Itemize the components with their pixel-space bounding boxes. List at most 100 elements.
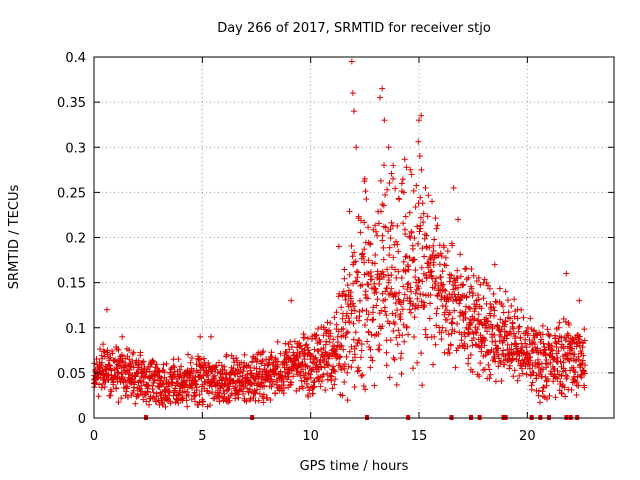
data-point (149, 382, 156, 389)
data-point (240, 364, 247, 371)
data-point (407, 284, 414, 291)
data-point (121, 376, 128, 383)
data-point (543, 395, 550, 402)
data-point (438, 253, 445, 260)
data-point (219, 374, 226, 381)
data-point (405, 280, 412, 287)
data-point (580, 352, 587, 359)
data-point (355, 269, 362, 276)
data-point (380, 202, 387, 209)
x-tick-label: 15 (411, 429, 428, 444)
data-point (407, 166, 414, 173)
data-point (419, 278, 426, 285)
data-point (431, 236, 438, 243)
data-point (332, 368, 339, 375)
data-point (277, 350, 284, 357)
data-point (439, 324, 446, 331)
data-point (359, 281, 366, 288)
data-point (386, 244, 393, 251)
data-point (446, 309, 453, 316)
data-point (389, 310, 396, 317)
x-tick-label: 10 (302, 429, 319, 444)
data-point (442, 254, 449, 261)
data-point (344, 369, 351, 376)
data-point (351, 351, 358, 358)
data-point (347, 289, 354, 296)
data-point (162, 403, 169, 410)
data-point (469, 292, 476, 299)
data-point (430, 248, 437, 255)
data-point (331, 381, 338, 388)
data-point (393, 238, 400, 245)
data-point (422, 231, 429, 238)
data-point (581, 362, 588, 369)
data-point (481, 276, 488, 283)
data-point (391, 321, 398, 328)
data-point (382, 296, 389, 303)
data-point (546, 392, 553, 399)
data-point (420, 210, 427, 217)
data-point (431, 333, 438, 340)
data-point (511, 367, 518, 374)
data-point (100, 348, 107, 355)
data-point (365, 311, 372, 318)
data-point (117, 363, 124, 370)
data-point (418, 166, 425, 173)
data-point (458, 337, 465, 344)
data-point (365, 257, 372, 264)
data-point (420, 219, 427, 226)
data-point (297, 372, 304, 379)
data-point (552, 374, 559, 381)
data-point (184, 388, 191, 395)
data-point (503, 335, 510, 342)
data-point (412, 267, 419, 274)
data-point (388, 170, 395, 177)
data-point (105, 371, 112, 378)
data-point (384, 266, 391, 273)
data-point (392, 185, 399, 192)
data-point (406, 209, 413, 216)
data-point (327, 320, 334, 327)
data-point (506, 365, 513, 372)
data-point (546, 333, 553, 340)
data-point (379, 323, 386, 330)
data-point (369, 357, 376, 364)
data-point (385, 272, 392, 279)
data-point (398, 370, 405, 377)
data-point (333, 321, 340, 328)
data-point (392, 300, 399, 307)
data-point (430, 361, 437, 368)
data-point (564, 373, 571, 380)
data-point (527, 315, 534, 322)
data-point (562, 337, 569, 344)
data-point (549, 347, 556, 354)
data-point (567, 341, 574, 348)
data-point (465, 355, 472, 362)
data-point (371, 382, 378, 389)
data-point (411, 305, 418, 312)
data-point (421, 253, 428, 260)
data-point (330, 363, 337, 370)
data-point (473, 329, 480, 336)
data-point (414, 240, 421, 247)
data-point (165, 380, 172, 387)
data-point (571, 351, 578, 358)
data-point (482, 352, 489, 359)
data-point (344, 397, 351, 404)
data-point (473, 278, 480, 285)
data-point (538, 373, 545, 380)
data-point (317, 338, 324, 345)
data-point (386, 252, 393, 259)
y-tick-label: 0.4 (65, 51, 86, 66)
data-point (442, 303, 449, 310)
data-point (439, 268, 446, 275)
data-point (457, 251, 464, 258)
data-point (418, 112, 425, 119)
data-point (495, 363, 502, 370)
data-point (166, 392, 173, 399)
data-point (395, 248, 402, 255)
data-point (398, 180, 405, 187)
data-point (368, 273, 375, 280)
data-point (520, 314, 527, 321)
data-point (416, 228, 423, 235)
